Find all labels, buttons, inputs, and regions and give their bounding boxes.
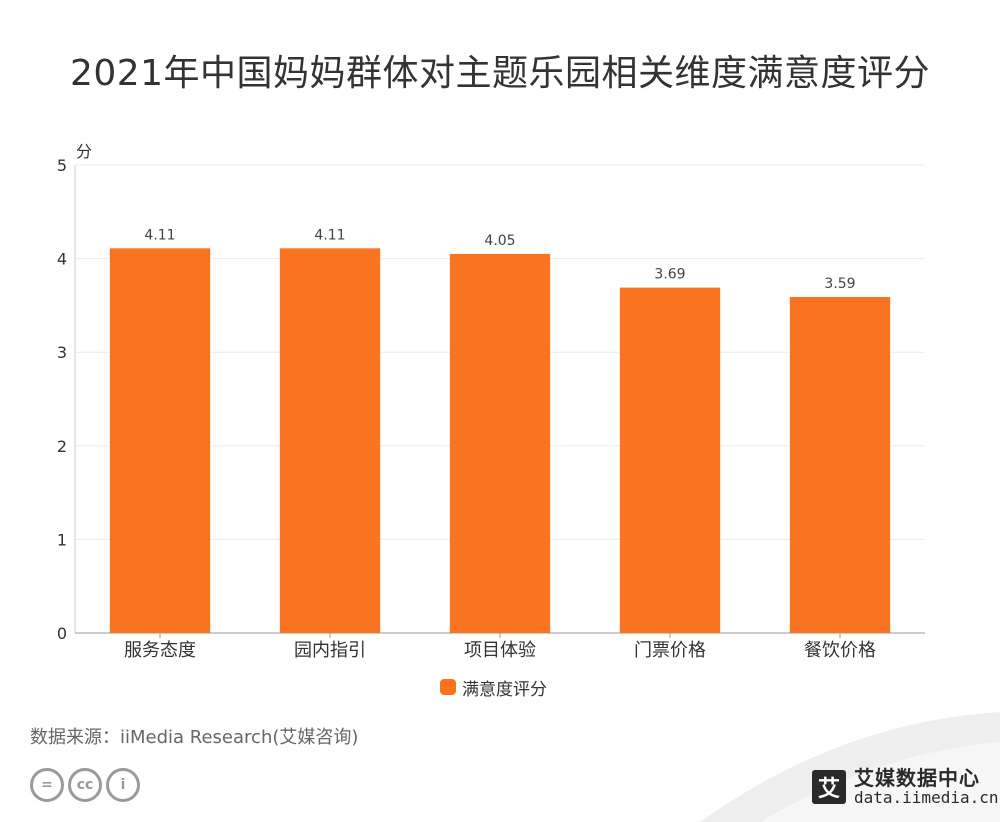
bar xyxy=(109,248,211,633)
y-axis-unit-label: 分 xyxy=(76,142,93,161)
brand-logo-icon: 艾 xyxy=(812,769,846,804)
brand-name: 艾媒数据中心 xyxy=(854,766,980,790)
y-tick-label: 0 xyxy=(57,624,67,643)
x-tick-label: 餐饮价格 xyxy=(804,640,876,661)
x-tick-label: 项目体验 xyxy=(464,640,536,661)
chart-title: 2021年中国妈妈群体对主题乐园相关维度满意度评分 xyxy=(69,53,931,94)
bar-value-label: 4.11 xyxy=(314,227,345,243)
bar xyxy=(279,248,381,633)
bar xyxy=(619,287,721,633)
x-tick-label: 门票价格 xyxy=(634,640,706,661)
x-tick-label: 园内指引 xyxy=(294,640,366,661)
attribution-icon: i xyxy=(106,768,140,802)
legend[interactable]: 满意度评分 xyxy=(440,676,547,700)
y-tick-label: 4 xyxy=(57,250,67,269)
bar-value-label: 4.11 xyxy=(144,227,175,243)
y-tick-label: 5 xyxy=(57,156,67,175)
no-derivatives-icon: = xyxy=(30,768,64,802)
data-source: 数据来源：iiMedia Research(艾媒咨询) xyxy=(30,727,359,748)
legend-swatch xyxy=(440,679,456,695)
x-tick-label: 服务态度 xyxy=(124,640,196,661)
bar-value-label: 4.05 xyxy=(484,233,515,249)
bar-value-label: 3.69 xyxy=(654,267,685,283)
license-icons: = cc i xyxy=(30,768,140,802)
bar xyxy=(449,253,551,634)
creative-commons-icon: cc xyxy=(68,768,102,802)
brand: 艾 艾媒数据中心 data.iimedia.cn xyxy=(812,767,999,807)
brand-url: data.iimedia.cn xyxy=(854,788,999,807)
y-tick-label: 1 xyxy=(57,530,67,549)
y-tick-label: 3 xyxy=(57,343,67,362)
legend-label: 满意度评分 xyxy=(462,679,547,700)
y-tick-label: 2 xyxy=(57,437,67,456)
bar-value-label: 3.59 xyxy=(824,276,855,292)
bar xyxy=(789,296,891,633)
